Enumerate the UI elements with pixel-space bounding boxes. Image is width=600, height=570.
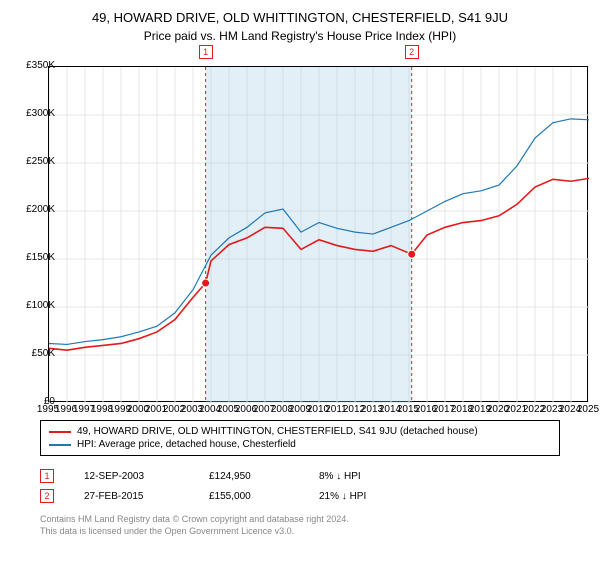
- legend-swatch: [49, 444, 71, 446]
- datapoint-marker: 2: [40, 489, 54, 503]
- sale-datapoints: 1 12-SEP-2003 £124,950 8% ↓ HPI 2 27-FEB-2015…: [40, 466, 366, 506]
- legend-swatch: [49, 431, 71, 433]
- datapoint-date: 12-SEP-2003: [84, 471, 179, 482]
- sale-marker-2: 2: [405, 45, 419, 59]
- datapoint-date: 27-FEB-2015: [84, 491, 179, 502]
- sale-marker-1: 1: [199, 45, 213, 59]
- chart-plot-area: 12: [48, 66, 588, 402]
- datapoint-delta: 8% ↓ HPI: [319, 471, 361, 482]
- chart-svg: [49, 67, 589, 403]
- legend-box: 49, HOWARD DRIVE, OLD WHITTINGTON, CHEST…: [40, 420, 560, 456]
- legend-label: 49, HOWARD DRIVE, OLD WHITTINGTON, CHEST…: [77, 426, 478, 437]
- footer-attribution: Contains HM Land Registry data © Crown c…: [40, 514, 349, 537]
- y-axis-label: £200K: [9, 204, 55, 215]
- legend-row: HPI: Average price, detached house, Ches…: [49, 438, 551, 451]
- y-axis-label: £250K: [9, 156, 55, 167]
- y-axis-label: £100K: [9, 300, 55, 311]
- chart-subtitle: Price paid vs. HM Land Registry's House …: [0, 29, 600, 43]
- y-axis-label: £150K: [9, 252, 55, 263]
- y-axis-label: £50K: [9, 348, 55, 359]
- footer-line-2: This data is licensed under the Open Gov…: [40, 526, 349, 538]
- legend-row: 49, HOWARD DRIVE, OLD WHITTINGTON, CHEST…: [49, 425, 551, 438]
- datapoint-price: £124,950: [209, 471, 289, 482]
- datapoint-row: 2 27-FEB-2015 £155,000 21% ↓ HPI: [40, 486, 366, 506]
- datapoint-delta: 21% ↓ HPI: [319, 491, 366, 502]
- legend-label: HPI: Average price, detached house, Ches…: [77, 439, 296, 450]
- datapoint-price: £155,000: [209, 491, 289, 502]
- footer-line-1: Contains HM Land Registry data © Crown c…: [40, 514, 349, 526]
- datapoint-row: 1 12-SEP-2003 £124,950 8% ↓ HPI: [40, 466, 366, 486]
- x-axis-label: 2025: [577, 404, 599, 415]
- y-axis-label: £350K: [9, 60, 55, 71]
- chart-title: 49, HOWARD DRIVE, OLD WHITTINGTON, CHEST…: [0, 10, 600, 25]
- y-axis-label: £300K: [9, 108, 55, 119]
- datapoint-marker: 1: [40, 469, 54, 483]
